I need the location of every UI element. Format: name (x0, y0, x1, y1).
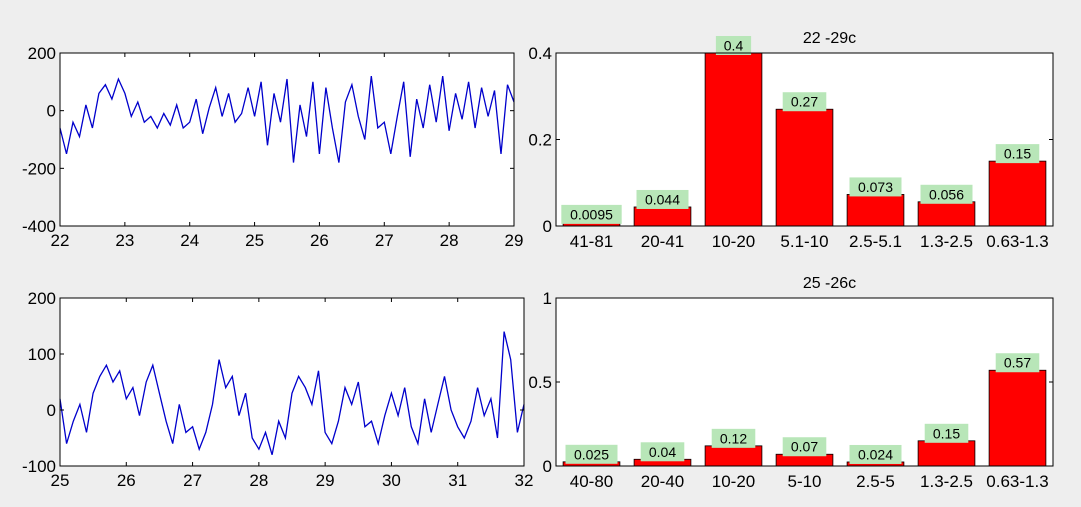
x-tick-label: 10-20 (712, 232, 755, 251)
data-label: 0.04 (649, 444, 676, 460)
data-label: 0.044 (645, 191, 680, 207)
bar (988, 160, 1047, 227)
x-tick-label: 25 (51, 471, 70, 490)
plot-frame (555, 52, 1054, 227)
data-label-box (920, 184, 973, 204)
data-label: 0.025 (574, 446, 609, 462)
x-tick-label: 5-10 (787, 472, 821, 491)
y-tick-label: 0.2 (528, 131, 552, 150)
x-tick-label: 26 (310, 231, 329, 250)
y-tick-label: 200 (28, 44, 56, 63)
time-series-plot-top: 22 23 24 25 26 27 28 29 -400 -200 0 200 (22, 44, 523, 250)
bar (633, 206, 692, 227)
x-tick-label: 40-80 (570, 472, 613, 491)
data-label-box (995, 144, 1040, 164)
data-label: 0.12 (720, 430, 747, 446)
data-label-box (636, 189, 689, 209)
x-tick-label: 28 (249, 471, 268, 490)
bar-chart-top: 22 -29c 0.0095 41-81 0.044 20-41 0.4 10-20 0.27… (528, 30, 1054, 251)
x-tick-label: 2.5-5.1 (849, 232, 902, 251)
y-tick-label: 200 (28, 289, 56, 308)
data-label: 0.07 (791, 439, 818, 455)
bar (917, 201, 976, 227)
y-tick-label: -200 (22, 159, 56, 178)
x-tick-label: 27 (183, 471, 202, 490)
y-tick-label: 1 (543, 289, 552, 308)
data-label-box (849, 444, 902, 464)
x-tick-label: 0.63-1.3 (986, 472, 1048, 491)
x-tick-label: 10-20 (712, 472, 755, 491)
bar (846, 194, 905, 227)
data-label-box (782, 437, 827, 457)
bar (704, 52, 763, 227)
plot-frame (59, 52, 515, 227)
plot-frame (555, 297, 1054, 467)
time-series-plot-bottom: 25 26 27 28 29 30 31 32 -100 0 100 200 (22, 289, 533, 490)
data-label: 0.0095 (570, 206, 613, 222)
bar (704, 445, 763, 467)
x-tick-label: 27 (375, 231, 394, 250)
x-tick-label: 28 (440, 231, 459, 250)
bar (917, 440, 976, 467)
x-tick-label: 25 (245, 231, 264, 250)
x-tick-label: 20-41 (641, 232, 684, 251)
bar (775, 108, 834, 227)
data-label-box (715, 36, 752, 55)
plot-area (60, 298, 524, 466)
x-tick-label: 1.3-2.5 (920, 472, 973, 491)
data-label: 0.15 (1004, 146, 1031, 162)
chart-title: 25 -26c (803, 275, 856, 292)
x-tick-label: 0.63-1.3 (986, 232, 1048, 251)
y-tick-label: 0 (47, 102, 56, 121)
x-tick-label: 22 (51, 231, 70, 250)
data-label-box (924, 423, 969, 443)
data-label-box (640, 442, 685, 462)
y-tick-label: 0 (543, 457, 552, 476)
x-tick-label: 29 (316, 471, 335, 490)
x-tick-label: 5.1-10 (780, 232, 828, 251)
y-tick-label: 0.4 (528, 44, 552, 63)
data-label: 0.056 (929, 186, 964, 202)
data-label: 0.073 (858, 179, 893, 195)
x-tick-label: 20-40 (641, 472, 684, 491)
plot-frame (59, 297, 525, 467)
y-tick-label: 0 (543, 217, 552, 236)
x-tick-label: 26 (117, 471, 136, 490)
data-label-box (711, 428, 756, 448)
x-tick-label: 32 (515, 471, 534, 490)
series-line (59, 331, 525, 455)
data-label-box (565, 444, 618, 464)
data-label-box (782, 92, 827, 112)
series-line (59, 76, 515, 163)
x-tick-label: 29 (505, 231, 524, 250)
data-label-box (561, 204, 622, 224)
x-tick-label: 2.5-5 (856, 472, 895, 491)
data-label-box (995, 353, 1040, 373)
data-label: 0.4 (724, 38, 744, 54)
bar (988, 369, 1047, 467)
x-tick-label: 24 (180, 231, 199, 250)
x-tick-label: 30 (382, 471, 401, 490)
x-tick-label: 41-81 (570, 232, 613, 251)
x-tick-label: 23 (115, 231, 134, 250)
data-label: 0.024 (858, 446, 893, 462)
data-label-box (849, 177, 902, 197)
y-tick-label: -400 (22, 217, 56, 236)
x-tick-label: 31 (448, 471, 467, 490)
y-tick-label: 0.5 (528, 373, 552, 392)
data-label: 0.57 (1004, 355, 1031, 371)
y-tick-label: 100 (28, 345, 56, 364)
data-label: 0.15 (933, 425, 960, 441)
chart-title: 22 -29c (803, 30, 856, 47)
bar-chart-bottom: 25 -26c 0.025 40-80 0.04 20-40 0.12 10-20 0.07 5… (528, 275, 1054, 491)
y-tick-label: 0 (47, 401, 56, 420)
y-tick-label: -100 (22, 457, 56, 476)
data-label: 0.27 (791, 94, 818, 110)
x-tick-label: 1.3-2.5 (920, 232, 973, 251)
